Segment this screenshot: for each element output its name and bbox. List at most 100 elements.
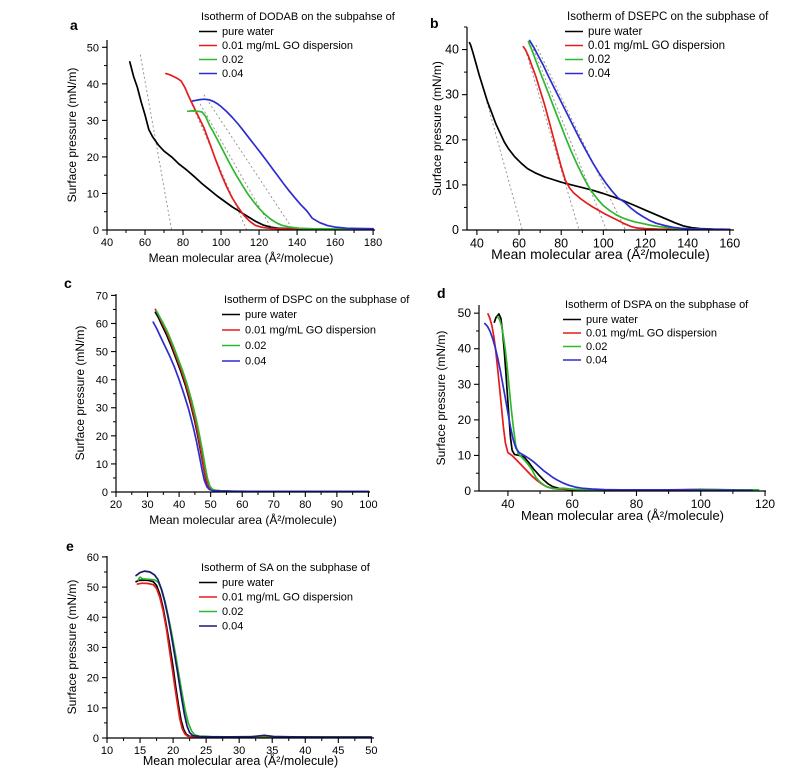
series-0-04 xyxy=(528,39,731,231)
legend-entry-0-04: 0.04 xyxy=(563,355,607,367)
x-axis-label: Mean molecular area (Å²/molecule) xyxy=(521,508,724,523)
legend-label: 0.02 xyxy=(245,340,266,352)
y-tick-label: 10 xyxy=(87,188,99,200)
x-tick-label: 40 xyxy=(470,237,484,251)
y-tick-label: 10 xyxy=(458,448,472,462)
x-tick-label: 60 xyxy=(236,499,248,511)
y-tick-label: 40 xyxy=(96,375,108,387)
legend-entry-0-04: 0.04 xyxy=(199,68,243,80)
y-tick-label: 30 xyxy=(87,115,99,127)
series-0-01-mg-ml-go-dispersion xyxy=(522,45,731,231)
tangent-line xyxy=(531,44,607,231)
x-tick-label: 50 xyxy=(365,745,377,757)
y-tick-label: 70 xyxy=(96,290,108,302)
series-0-04 xyxy=(152,321,370,493)
series-0-04 xyxy=(191,98,374,230)
y-tick-label: 40 xyxy=(445,43,459,57)
legend-label: 0.02 xyxy=(222,606,243,618)
x-axis-label: Mean molecular area (Å²/molecule) xyxy=(491,246,710,262)
tangent-line xyxy=(203,94,294,231)
series-pure-water xyxy=(128,61,374,231)
legend-entry-0-02: 0.02 xyxy=(222,340,266,352)
panel-letter-a: a xyxy=(70,17,78,33)
chart-title: Isotherm of DSEPC on the subphase of xyxy=(567,11,769,23)
x-axis-label: Mean molecular area (Å²/molecule) xyxy=(149,512,336,527)
legend-label: pure water xyxy=(245,309,297,321)
legend-entry-pure-water: pure water xyxy=(199,577,274,589)
series-0-02 xyxy=(155,310,370,493)
legend-entry-0-01-mg-ml-go-dispersion: 0.01 mg/mL GO dispersion xyxy=(199,40,353,52)
panel-letter-e: e xyxy=(66,538,74,554)
x-tick-label: 180 xyxy=(364,237,382,249)
y-tick-label: 20 xyxy=(87,152,99,164)
x-tick-label: 20 xyxy=(167,745,179,757)
x-tick-label: 80 xyxy=(630,497,644,511)
legend-label: 0.01 mg/mL GO dispersion xyxy=(222,40,353,52)
x-tick-label: 30 xyxy=(233,745,245,757)
x-tick-label: 60 xyxy=(512,237,526,251)
legend-entry-0-01-mg-ml-go-dispersion: 0.01 mg/mL GO dispersion xyxy=(563,328,717,340)
x-tick-label: 70 xyxy=(268,499,280,511)
legend-entry-pure-water: pure water xyxy=(199,26,274,38)
panel-d: 40 60 80 100 120 0 10 20 30 40 50 Mean molecular ar… xyxy=(434,285,775,523)
chart-title: Isotherm of DSPC on the subphase of xyxy=(224,294,410,306)
y-tick-label: 0 xyxy=(464,484,471,498)
legend-label: 0.04 xyxy=(245,356,266,368)
x-tick-label: 80 xyxy=(554,237,568,251)
y-tick-label: 10 xyxy=(96,459,108,471)
y-tick-label: 30 xyxy=(445,88,459,102)
y-tick-label: 10 xyxy=(87,703,99,715)
x-tick-label: 120 xyxy=(635,237,656,251)
x-tick-label: 40 xyxy=(101,237,113,249)
legend-label: 0.02 xyxy=(586,341,607,353)
legend-entry-0-01-mg-ml-go-dispersion: 0.01 mg/mL GO dispersion xyxy=(199,592,353,604)
x-tick-label: 45 xyxy=(332,745,344,757)
y-tick-label: 0 xyxy=(93,225,99,237)
legend-entry-pure-water: pure water xyxy=(565,26,643,38)
y-tick-label: 60 xyxy=(87,552,99,564)
x-tick-label: 60 xyxy=(566,497,580,511)
y-tick-label: 50 xyxy=(87,42,99,54)
legend-entry-0-04: 0.04 xyxy=(222,356,266,368)
legend-label: 0.04 xyxy=(222,68,243,80)
x-axis-label: Mean molecular area (Å²/molecule) xyxy=(143,753,338,768)
legend-label: 0.01 mg/mL GO dispersion xyxy=(588,40,725,52)
legend-entry-0-04: 0.04 xyxy=(565,68,611,80)
legend-entry-0-01-mg-ml-go-dispersion: 0.01 mg/mL GO dispersion xyxy=(222,325,376,337)
panel-letter-c: c xyxy=(64,275,72,291)
legend-label: 0.01 mg/mL GO dispersion xyxy=(222,592,353,604)
x-tick-label: 40 xyxy=(299,745,311,757)
y-axis-label: Surface pressure (mN/m) xyxy=(65,68,79,203)
x-axis-label: Mean molecular area (Å²/molecue) xyxy=(149,250,334,265)
legend-label: pure water xyxy=(222,26,274,38)
legend-label: 0.02 xyxy=(222,54,243,66)
y-axis-label: Surface pressure (mN/m) xyxy=(430,61,444,196)
legend-label: 0.04 xyxy=(588,68,611,80)
legend-entry-0-02: 0.02 xyxy=(565,54,610,66)
legend-label: 0.04 xyxy=(586,355,607,367)
legend-label: pure water xyxy=(588,26,643,38)
chart-title: Isotherm of DSPA on the subphase of xyxy=(565,299,749,311)
chart-title: Isotherm of SA on the subphase of xyxy=(201,562,371,574)
y-tick-label: 0 xyxy=(452,223,459,237)
y-tick-label: 50 xyxy=(96,347,108,359)
y-tick-label: 50 xyxy=(87,582,99,594)
legend-label: pure water xyxy=(586,314,638,326)
x-tick-label: 35 xyxy=(266,745,278,757)
series-0-04 xyxy=(135,570,373,738)
legend-entry-0-04: 0.04 xyxy=(199,621,243,633)
series-0-02 xyxy=(527,41,731,231)
x-tick-label: 60 xyxy=(139,237,151,249)
series-0-04 xyxy=(483,322,754,492)
panel-letter-b: b xyxy=(430,15,439,31)
x-tick-label: 20 xyxy=(110,499,122,511)
x-tick-label: 80 xyxy=(299,499,311,511)
y-tick-label: 30 xyxy=(96,403,108,415)
x-tick-label: 100 xyxy=(212,237,230,249)
x-tick-label: 140 xyxy=(288,237,306,249)
y-tick-label: 20 xyxy=(458,413,472,427)
x-tick-label: 160 xyxy=(719,237,740,251)
